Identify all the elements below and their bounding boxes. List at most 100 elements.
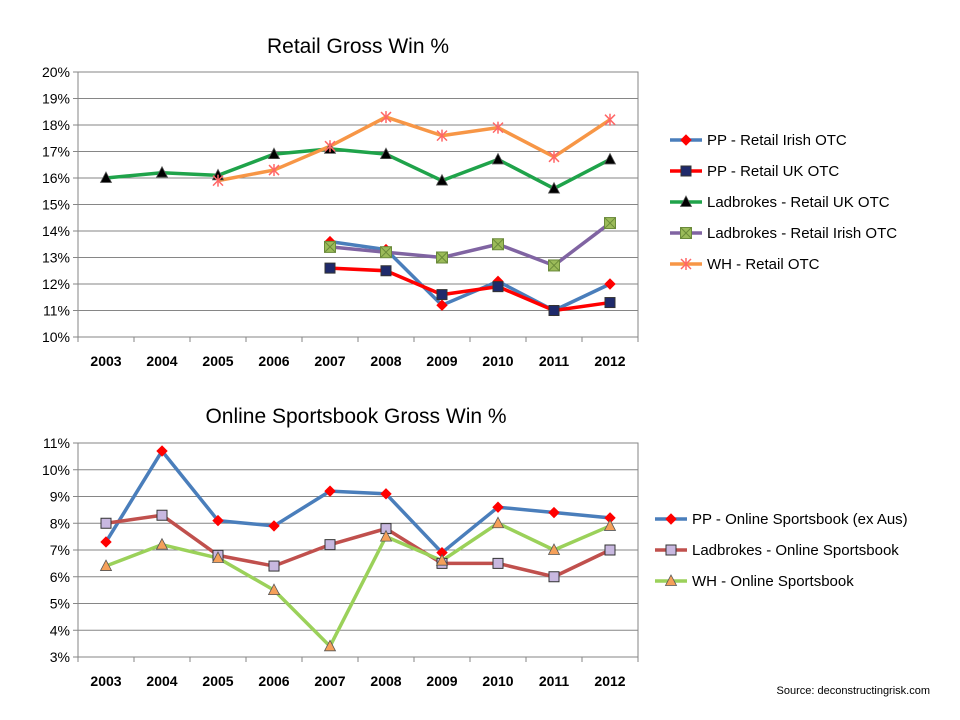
legend: PP - Retail Irish OTC PP - Retail UK OTC L… (670, 132, 897, 273)
data-point (548, 259, 560, 272)
chart-title: Retail Gross Win % (267, 35, 449, 58)
data-point (379, 529, 393, 542)
data-point (267, 583, 281, 596)
data-point (324, 262, 336, 274)
data-point (268, 164, 280, 177)
x-tick-label: 2003 (90, 673, 121, 689)
data-point (492, 121, 504, 134)
data-point (155, 165, 169, 178)
y-tick-label: 20% (42, 64, 70, 80)
legend-label: PP - Retail Irish OTC (707, 132, 847, 149)
legend-label: PP - Retail UK OTC (707, 163, 839, 180)
data-point (547, 181, 561, 194)
y-tick-label: 18% (42, 117, 70, 133)
legend-marker (665, 513, 677, 525)
x-tick-label: 2011 (539, 353, 570, 369)
data-point (379, 147, 393, 160)
series-2 (329, 266, 611, 313)
data-point (156, 509, 168, 521)
data-point (267, 147, 281, 160)
data-point (603, 152, 617, 165)
legend-label: WH - Retail OTC (707, 256, 820, 273)
data-point (436, 129, 448, 142)
data-point (548, 506, 560, 519)
x-tick-label: 2007 (314, 353, 345, 369)
series-line (104, 449, 611, 555)
data-point (212, 174, 224, 187)
y-tick-label: 4% (50, 622, 70, 638)
y-tick-label: 12% (42, 276, 70, 292)
series-line (329, 266, 611, 313)
data-point (436, 251, 448, 264)
series-3 (105, 521, 611, 649)
x-tick-label: 2009 (426, 673, 457, 689)
series-5 (217, 115, 611, 183)
legend-label: PP - Online Sportsbook (ex Aus) (692, 511, 908, 528)
data-point (604, 297, 616, 309)
data-point (380, 111, 392, 124)
data-point (324, 485, 336, 497)
series-line (105, 521, 611, 649)
x-tick-label: 2004 (146, 673, 177, 689)
data-point (492, 557, 504, 569)
y-tick-label: 8% (50, 515, 70, 531)
data-point (435, 553, 449, 566)
data-point (212, 514, 224, 527)
data-point (547, 543, 561, 555)
data-point (548, 571, 560, 583)
data-point (99, 171, 113, 183)
data-point (324, 140, 336, 153)
data-point (604, 113, 616, 126)
series-3-markers (99, 516, 617, 652)
data-point (604, 278, 616, 290)
y-tick-label: 14% (42, 223, 70, 239)
data-point (435, 173, 449, 186)
data-point (155, 537, 169, 550)
x-tick-label: 2007 (314, 673, 345, 689)
y-tick-label: 11% (43, 303, 70, 319)
x-tick-label: 2005 (202, 673, 233, 689)
x-tick-label: 2009 (426, 353, 457, 369)
data-point (491, 152, 505, 165)
series-1 (329, 239, 611, 313)
data-point (436, 299, 448, 311)
data-point (324, 539, 336, 551)
y-tick-label: 9% (50, 489, 70, 505)
series-1-markers (100, 445, 616, 559)
y-tick-label: 15% (42, 197, 70, 213)
data-point (211, 551, 225, 563)
legend-marker (680, 165, 692, 177)
x-tick-label: 2012 (594, 673, 625, 689)
x-tick-label: 2008 (370, 353, 401, 369)
x-tick-label: 2011 (539, 673, 570, 689)
data-point (156, 445, 168, 457)
y-tick-label: 16% (42, 170, 70, 186)
x-tick-label: 2008 (370, 673, 401, 689)
data-point (100, 536, 112, 548)
data-point (548, 150, 560, 163)
legend-marker (664, 574, 678, 586)
x-tick-label: 2006 (258, 353, 289, 369)
data-point (492, 501, 504, 513)
x-tick-label: 2003 (90, 353, 121, 369)
y-tick-label: 10% (42, 329, 70, 345)
y-tick-label: 3% (50, 649, 70, 665)
data-point (268, 560, 280, 572)
legend-label: WH - Online Sportsbook (692, 573, 854, 590)
legend-marker (680, 227, 692, 239)
source-label: Source: deconstructingrisk.com (777, 685, 930, 697)
series-3 (105, 147, 611, 191)
chart-2: Online Sportsbook Gross Win % 3% 4% 5% 6% 7% 8… (42, 405, 908, 689)
data-point (492, 238, 504, 251)
data-point (548, 305, 560, 316)
series-line (105, 147, 611, 191)
x-tick-label: 2012 (594, 353, 625, 369)
data-point (324, 240, 336, 253)
series-4 (329, 221, 612, 268)
legend-label: Ladbrokes - Online Sportsbook (692, 542, 899, 559)
legend-marker (679, 195, 693, 207)
data-point (100, 517, 112, 529)
data-point (492, 281, 504, 293)
chart-title: Online Sportsbook Gross Win % (205, 405, 506, 428)
